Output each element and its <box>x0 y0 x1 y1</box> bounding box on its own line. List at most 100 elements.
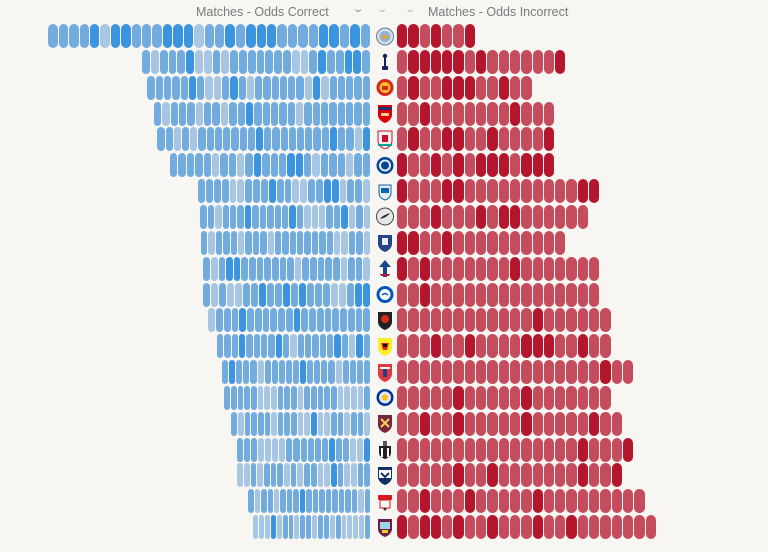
match-pill-correct[interactable] <box>293 308 301 333</box>
match-pill-incorrect[interactable] <box>532 204 543 229</box>
match-pill-incorrect[interactable] <box>589 179 600 204</box>
match-pill-incorrect[interactable] <box>408 204 419 229</box>
match-pill-correct[interactable] <box>357 411 364 436</box>
match-pill-correct[interactable] <box>311 411 317 436</box>
match-pill-incorrect[interactable] <box>464 334 476 359</box>
match-pill-correct[interactable] <box>121 24 131 48</box>
match-pill-incorrect[interactable] <box>521 411 532 436</box>
match-pill-correct[interactable] <box>317 411 324 436</box>
match-pill-incorrect[interactable] <box>532 49 543 74</box>
match-pill-correct[interactable] <box>162 24 173 48</box>
match-pill-correct[interactable] <box>231 411 237 436</box>
match-pill-incorrect[interactable] <box>543 437 555 462</box>
match-pill-incorrect[interactable] <box>419 256 430 281</box>
match-pill-correct[interactable] <box>364 411 370 436</box>
match-pill-correct[interactable] <box>208 308 215 333</box>
match-pill-incorrect[interactable] <box>555 489 566 514</box>
match-pill-incorrect[interactable] <box>543 256 555 281</box>
match-pill-correct[interactable] <box>223 308 231 333</box>
match-pill-correct[interactable] <box>203 153 211 178</box>
match-pill-correct[interactable] <box>349 437 356 462</box>
match-pill-correct[interactable] <box>347 179 355 204</box>
match-pill-incorrect[interactable] <box>532 411 543 436</box>
match-pill-correct[interactable] <box>186 49 195 74</box>
match-pill-correct[interactable] <box>221 49 230 74</box>
match-pill-correct[interactable] <box>338 489 345 514</box>
match-pill-incorrect[interactable] <box>622 437 634 462</box>
match-pill-correct[interactable] <box>205 179 213 204</box>
match-pill-incorrect[interactable] <box>442 127 453 152</box>
match-pill-correct[interactable] <box>305 127 313 152</box>
match-pill-correct[interactable] <box>208 230 215 255</box>
match-pill-incorrect[interactable] <box>487 153 498 178</box>
match-pill-incorrect[interactable] <box>498 101 509 126</box>
match-pill-correct[interactable] <box>165 127 173 152</box>
match-pill-correct[interactable] <box>293 437 300 462</box>
match-pill-correct[interactable] <box>324 385 330 410</box>
match-pill-incorrect[interactable] <box>464 411 476 436</box>
match-pill-correct[interactable] <box>237 179 245 204</box>
match-pill-correct[interactable] <box>330 385 337 410</box>
match-pill-correct[interactable] <box>251 282 258 307</box>
match-pill-incorrect[interactable] <box>397 334 408 359</box>
match-pill-incorrect[interactable] <box>589 308 600 333</box>
match-pill-correct[interactable] <box>351 411 357 436</box>
match-pill-correct[interactable] <box>362 153 370 178</box>
match-pill-correct[interactable] <box>355 282 362 307</box>
match-pill-correct[interactable] <box>310 463 317 488</box>
match-pill-correct[interactable] <box>237 385 244 410</box>
match-pill-correct[interactable] <box>329 101 337 126</box>
match-pill-incorrect[interactable] <box>566 256 577 281</box>
match-pill-incorrect[interactable] <box>577 256 589 281</box>
match-pill-correct[interactable] <box>241 256 248 281</box>
match-pill-correct[interactable] <box>270 308 277 333</box>
match-pill-incorrect[interactable] <box>408 360 419 385</box>
match-pill-incorrect[interactable] <box>566 385 577 410</box>
match-pill-correct[interactable] <box>338 127 346 152</box>
match-pill-correct[interactable] <box>297 385 304 410</box>
match-pill-correct[interactable] <box>213 179 221 204</box>
match-pill-correct[interactable] <box>229 101 237 126</box>
match-pill-incorrect[interactable] <box>611 489 622 514</box>
match-pill-correct[interactable] <box>309 308 316 333</box>
match-pill-incorrect[interactable] <box>521 282 532 307</box>
match-pill-correct[interactable] <box>302 256 309 281</box>
match-pill-correct[interactable] <box>279 101 287 126</box>
match-pill-correct[interactable] <box>340 308 347 333</box>
match-pill-correct[interactable] <box>326 230 334 255</box>
match-pill-incorrect[interactable] <box>464 230 476 255</box>
match-pill-correct[interactable] <box>290 385 297 410</box>
match-pill-correct[interactable] <box>363 437 370 462</box>
match-pill-correct[interactable] <box>233 256 241 281</box>
match-pill-incorrect[interactable] <box>419 49 430 74</box>
match-pill-incorrect[interactable] <box>509 437 521 462</box>
match-pill-incorrect[interactable] <box>589 385 600 410</box>
match-pill-incorrect[interactable] <box>543 179 555 204</box>
match-pill-correct[interactable] <box>220 153 228 178</box>
match-pill-incorrect[interactable] <box>476 101 487 126</box>
match-pill-incorrect[interactable] <box>600 308 611 333</box>
match-pill-correct[interactable] <box>350 463 357 488</box>
match-pill-incorrect[interactable] <box>476 49 487 74</box>
match-pill-incorrect[interactable] <box>521 230 532 255</box>
match-pill-incorrect[interactable] <box>566 179 577 204</box>
match-pill-incorrect[interactable] <box>408 385 419 410</box>
match-pill-correct[interactable] <box>288 75 296 100</box>
match-pill-correct[interactable] <box>350 385 357 410</box>
match-pill-correct[interactable] <box>274 204 281 229</box>
match-pill-incorrect[interactable] <box>498 515 509 540</box>
match-pill-correct[interactable] <box>239 308 246 333</box>
match-pill-incorrect[interactable] <box>419 153 430 178</box>
match-pill-incorrect[interactable] <box>476 515 487 540</box>
match-pill-incorrect[interactable] <box>408 101 419 126</box>
match-pill-incorrect[interactable] <box>498 463 509 488</box>
match-pill-incorrect[interactable] <box>408 282 419 307</box>
match-pill-correct[interactable] <box>198 127 206 152</box>
match-pill-incorrect[interactable] <box>509 360 521 385</box>
match-pill-correct[interactable] <box>244 437 251 462</box>
match-pill-correct[interactable] <box>200 204 207 229</box>
match-pill-correct[interactable] <box>79 24 90 48</box>
match-pill-correct[interactable] <box>284 385 290 410</box>
match-pill-correct[interactable] <box>282 230 289 255</box>
match-pill-incorrect[interactable] <box>566 489 577 514</box>
